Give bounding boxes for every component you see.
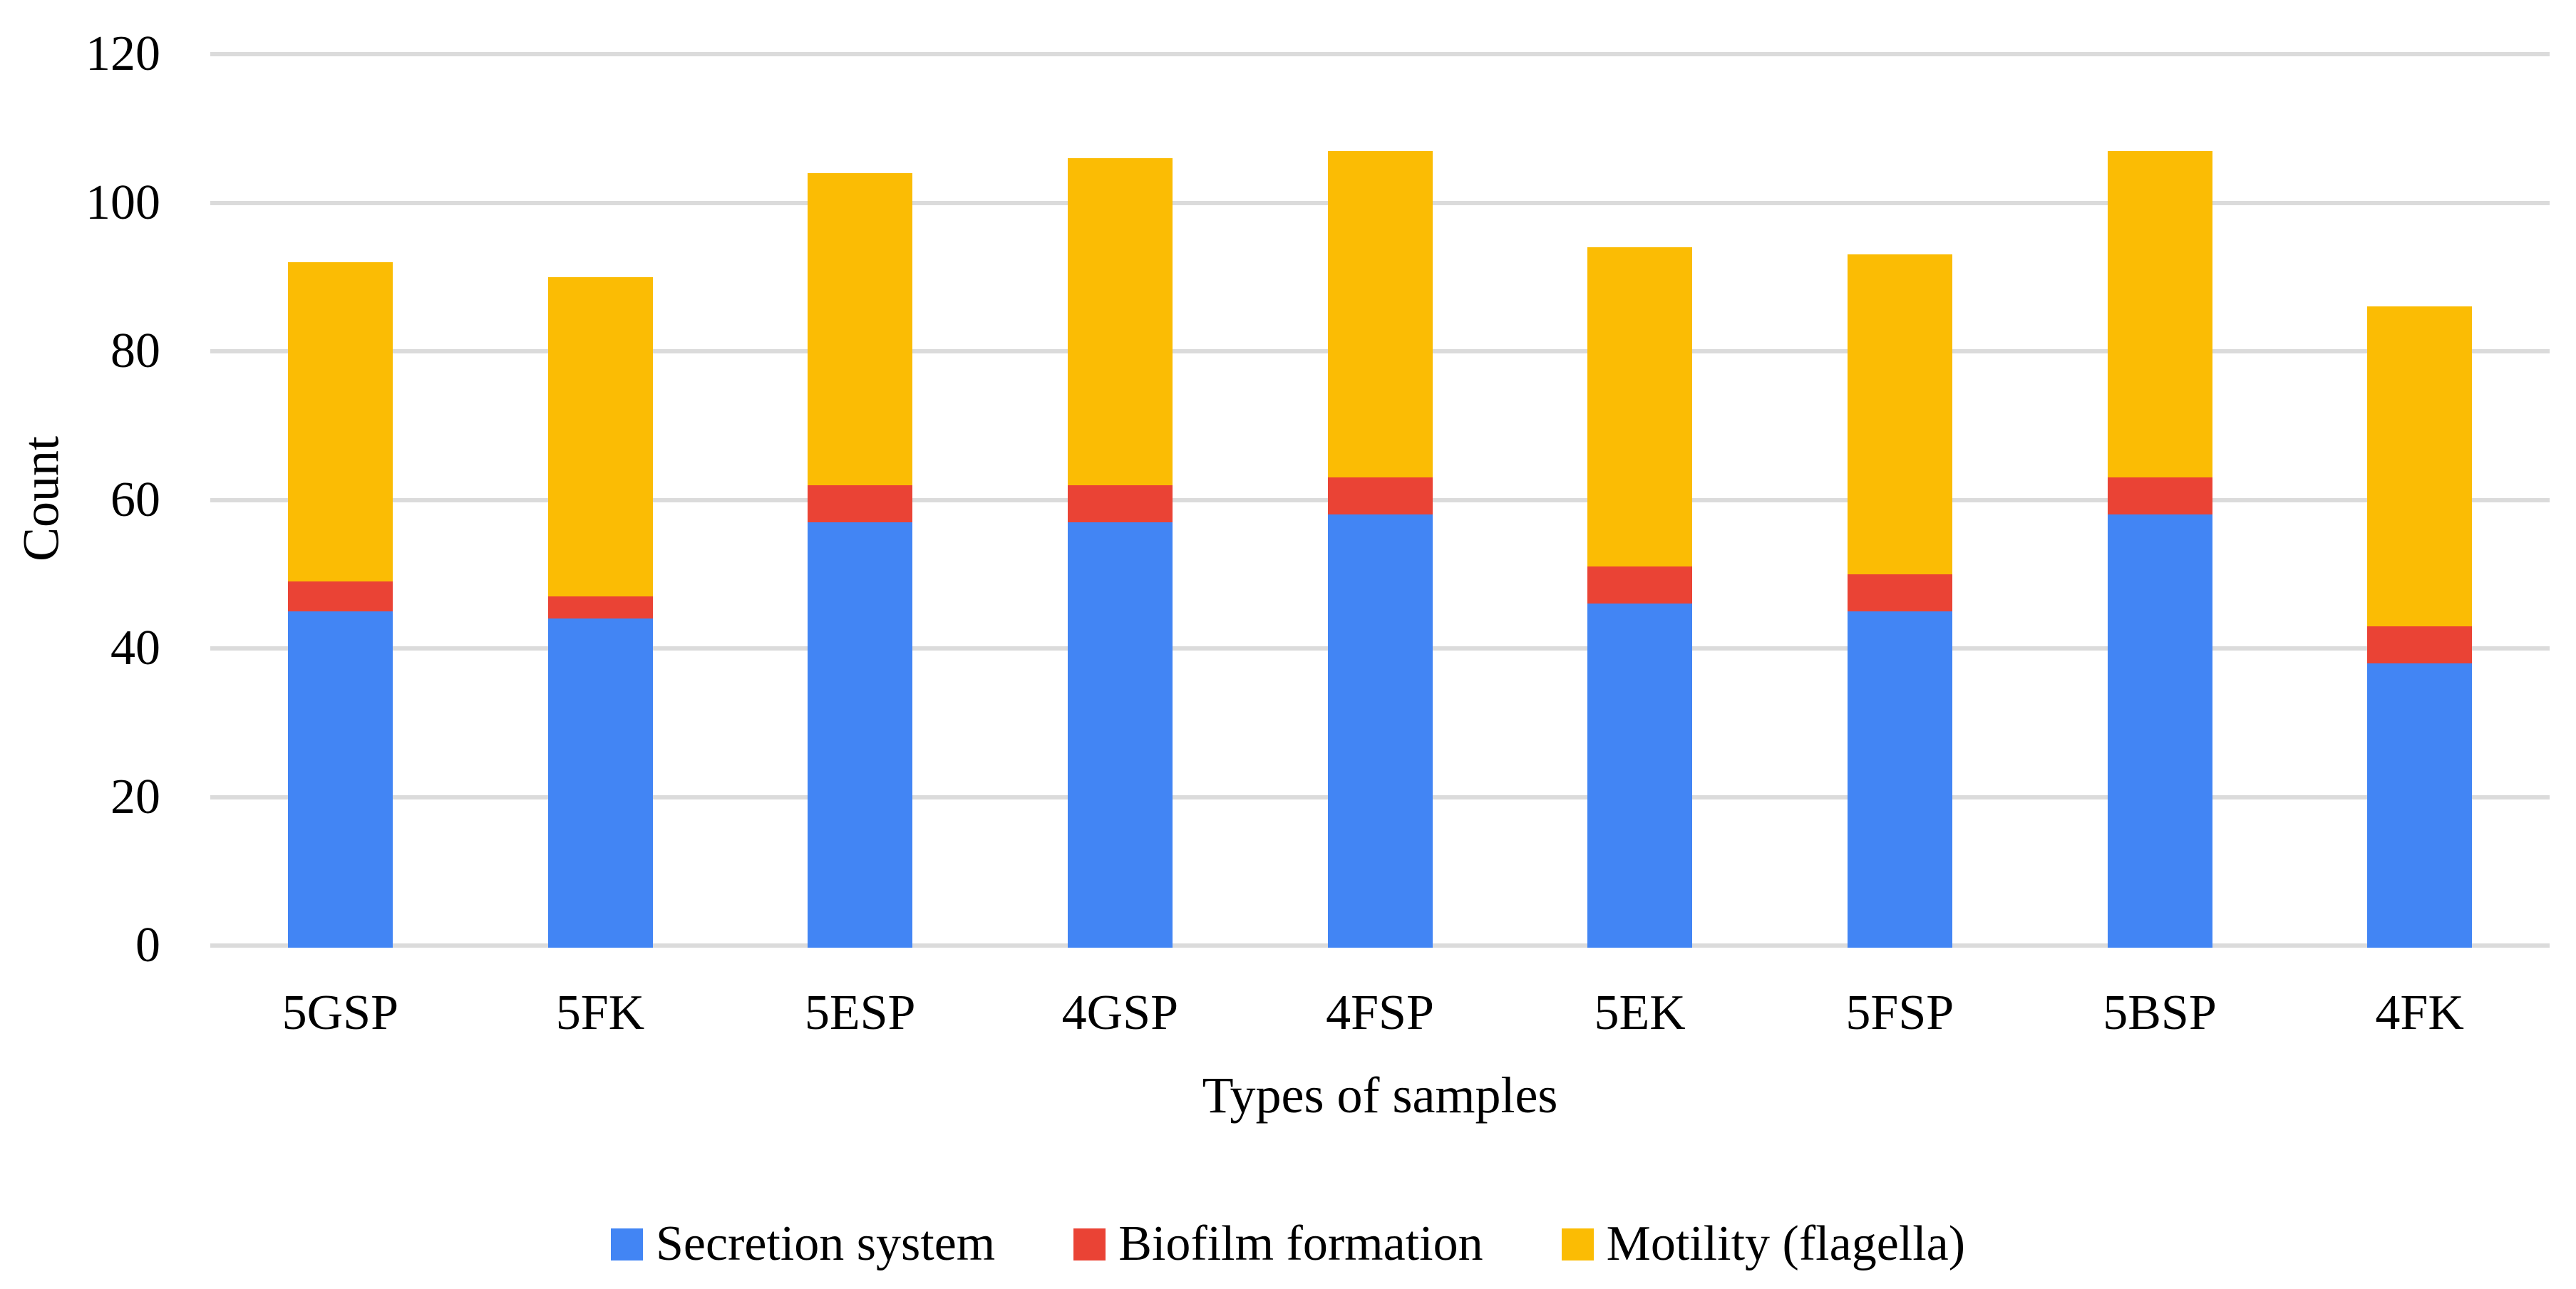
bar-4FK-secretion-system bbox=[2367, 663, 2473, 948]
bar-4GSP-biofilm-formation bbox=[1067, 485, 1173, 522]
legend-swatch-icon bbox=[610, 1228, 643, 1260]
bar-5GSP-biofilm-formation bbox=[287, 581, 393, 611]
gridline-y-120 bbox=[210, 52, 2550, 56]
legend-item-secretion-system: Secretion system bbox=[610, 1216, 996, 1271]
x-category-label-4FK: 4FK bbox=[2375, 985, 2464, 1040]
x-category-label-5FSP: 5FSP bbox=[1845, 985, 1954, 1040]
legend-item-motility-flagella: Motility (flagella) bbox=[1561, 1216, 1966, 1271]
x-category-label-5BSP: 5BSP bbox=[2103, 985, 2217, 1040]
y-tick-label-40: 40 bbox=[110, 621, 160, 675]
y-tick-label-120: 120 bbox=[86, 26, 160, 81]
legend-swatch-icon bbox=[1561, 1228, 1594, 1260]
legend-label: Biofilm formation bbox=[1118, 1216, 1483, 1271]
bar-5BSP-secretion-system bbox=[2107, 514, 2212, 948]
x-category-label-5FK: 5FK bbox=[555, 985, 645, 1040]
bar-4FSP-secretion-system bbox=[1327, 514, 1433, 948]
bar-5EK-biofilm-formation bbox=[1587, 566, 1693, 604]
x-category-label-4GSP: 4GSP bbox=[1061, 985, 1179, 1040]
x-axis-title: Types of samples bbox=[1202, 1067, 1558, 1124]
y-tick-label-80: 80 bbox=[110, 323, 160, 378]
bar-5GSP-motility-flagella bbox=[287, 262, 393, 582]
bar-4GSP-motility-flagella bbox=[1067, 157, 1173, 485]
bar-4FK-motility-flagella bbox=[2367, 306, 2473, 626]
y-tick-label-100: 100 bbox=[86, 175, 160, 230]
y-tick-label-60: 60 bbox=[110, 472, 160, 527]
bar-5FSP-biofilm-formation bbox=[1847, 574, 1952, 611]
bar-5FK-motility-flagella bbox=[547, 276, 653, 597]
bar-4FK-biofilm-formation bbox=[2367, 626, 2473, 663]
bar-5EK-secretion-system bbox=[1587, 604, 1693, 948]
x-category-label-4FSP: 4FSP bbox=[1326, 985, 1434, 1040]
x-category-label-5EK: 5EK bbox=[1594, 985, 1686, 1040]
bar-4GSP-secretion-system bbox=[1067, 522, 1173, 948]
bar-5FK-biofilm-formation bbox=[547, 596, 653, 619]
x-category-label-5GSP: 5GSP bbox=[282, 985, 399, 1040]
bar-5FK-secretion-system bbox=[547, 618, 653, 948]
bar-4FSP-motility-flagella bbox=[1327, 150, 1433, 478]
bar-5FSP-secretion-system bbox=[1847, 611, 1952, 948]
legend-swatch-icon bbox=[1073, 1228, 1106, 1260]
y-tick-label-20: 20 bbox=[110, 769, 160, 824]
y-tick-label-0: 0 bbox=[135, 918, 160, 973]
bar-5BSP-biofilm-formation bbox=[2107, 477, 2212, 515]
bar-5BSP-motility-flagella bbox=[2107, 150, 2212, 478]
bar-4FSP-biofilm-formation bbox=[1327, 477, 1433, 515]
legend-item-biofilm-formation: Biofilm formation bbox=[1073, 1219, 1483, 1269]
legend-label: Motility (flagella) bbox=[1606, 1216, 1966, 1271]
bar-5ESP-secretion-system bbox=[808, 522, 913, 948]
bar-5ESP-biofilm-formation bbox=[808, 485, 913, 522]
bar-5FSP-motility-flagella bbox=[1847, 254, 1952, 574]
bar-5EK-motility-flagella bbox=[1587, 247, 1693, 567]
legend-label: Secretion system bbox=[655, 1216, 996, 1271]
legend: Secretion system Biofilm formation Motilit… bbox=[0, 1211, 2576, 1277]
bar-5ESP-motility-flagella bbox=[808, 172, 913, 485]
bar-5GSP-secretion-system bbox=[287, 611, 393, 948]
x-category-label-5ESP: 5ESP bbox=[804, 985, 916, 1040]
y-axis-title: Count bbox=[12, 435, 70, 562]
